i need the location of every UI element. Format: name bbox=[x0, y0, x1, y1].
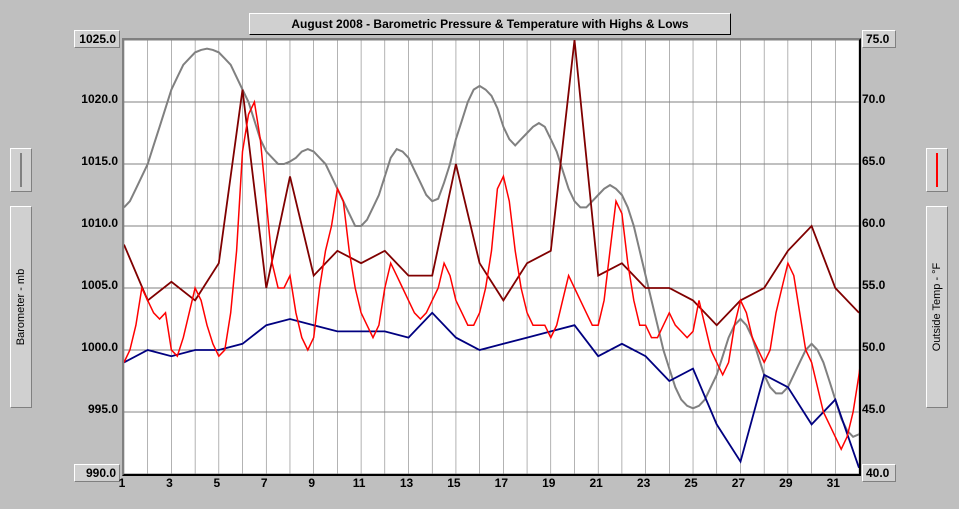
x-tick: 21 bbox=[590, 476, 603, 490]
x-tick: 17 bbox=[495, 476, 508, 490]
x-tick: 11 bbox=[353, 476, 366, 490]
legend-barometer bbox=[10, 148, 32, 192]
series-lines bbox=[124, 40, 859, 474]
y-tick-left: 1025.0 bbox=[74, 30, 120, 48]
x-tick: 9 bbox=[308, 476, 315, 490]
x-tick: 7 bbox=[261, 476, 268, 490]
x-tick: 27 bbox=[732, 476, 745, 490]
y-axis-label-left-text: Barometer - mb bbox=[15, 269, 27, 345]
y-tick-right: 60.0 bbox=[862, 216, 902, 230]
x-tick: 1 bbox=[119, 476, 126, 490]
y-tick-left: 1000.0 bbox=[74, 340, 118, 354]
y-axis-label-right: Outside Temp - °F bbox=[926, 206, 948, 408]
y-tick-right: 75.0 bbox=[862, 30, 896, 48]
x-tick: 31 bbox=[827, 476, 840, 490]
y-tick-left: 1010.0 bbox=[74, 216, 118, 230]
y-axis-label-right-text: Outside Temp - °F bbox=[931, 263, 943, 352]
x-tick: 29 bbox=[779, 476, 792, 490]
y-tick-left: 990.0 bbox=[74, 464, 120, 482]
y-tick-left: 1005.0 bbox=[74, 278, 118, 292]
x-tick: 13 bbox=[400, 476, 413, 490]
y-tick-right: 40.0 bbox=[862, 464, 896, 482]
y-tick-right: 55.0 bbox=[862, 278, 902, 292]
x-tick: 23 bbox=[637, 476, 650, 490]
y-tick-right: 70.0 bbox=[862, 92, 902, 106]
x-tick: 5 bbox=[213, 476, 220, 490]
plot-area bbox=[122, 38, 861, 476]
x-tick: 19 bbox=[542, 476, 555, 490]
legend-temperature bbox=[926, 148, 948, 192]
x-tick: 25 bbox=[684, 476, 697, 490]
y-tick-left: 1020.0 bbox=[74, 92, 118, 106]
y-tick-right: 45.0 bbox=[862, 402, 902, 416]
y-axis-label-left: Barometer - mb bbox=[10, 206, 32, 408]
y-tick-right: 65.0 bbox=[862, 154, 902, 168]
y-tick-right: 50.0 bbox=[862, 340, 902, 354]
y-tick-left: 995.0 bbox=[74, 402, 118, 416]
chart-container: August 2008 - Barometric Pressure & Temp… bbox=[0, 0, 959, 509]
chart-title: August 2008 - Barometric Pressure & Temp… bbox=[249, 13, 731, 35]
x-tick: 3 bbox=[166, 476, 173, 490]
y-tick-left: 1015.0 bbox=[74, 154, 118, 168]
x-tick: 15 bbox=[447, 476, 460, 490]
